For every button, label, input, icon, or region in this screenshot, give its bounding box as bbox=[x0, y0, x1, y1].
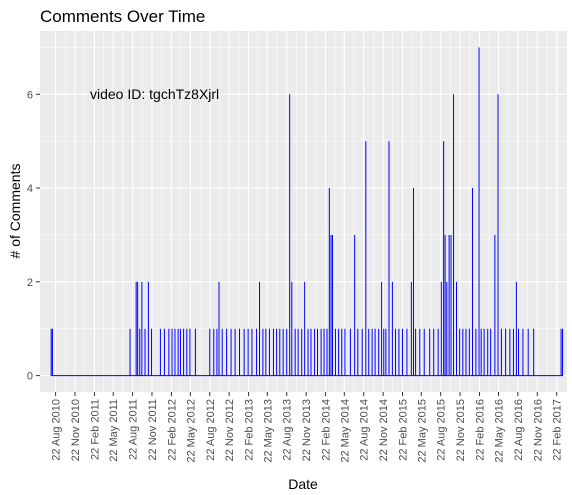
x-tick-label: 22 Nov 2016 bbox=[532, 399, 544, 461]
x-tick-label: 22 Nov 2013 bbox=[301, 399, 313, 461]
x-tick-label: 22 Feb 2013 bbox=[244, 399, 256, 461]
x-tick-label: 22 May 2013 bbox=[262, 399, 274, 463]
x-tick-label: 22 Feb 2014 bbox=[321, 399, 333, 461]
x-tick-label: 22 May 2014 bbox=[339, 399, 351, 463]
x-tick-label: 22 Aug 2013 bbox=[282, 399, 294, 461]
series-line bbox=[50, 47, 564, 377]
x-tick-label: 22 Feb 2015 bbox=[398, 399, 410, 461]
x-tick-label: 22 May 2012 bbox=[185, 399, 197, 463]
x-tick-label: 22 May 2016 bbox=[493, 399, 505, 463]
x-tick-label: 22 Aug 2011 bbox=[128, 399, 140, 460]
y-tick-label: 4 bbox=[27, 183, 33, 195]
x-tick-label: 22 Nov 2012 bbox=[224, 399, 236, 461]
x-tick-label: 22 Aug 2014 bbox=[359, 399, 371, 461]
y-tick-label: 6 bbox=[27, 89, 33, 101]
x-tick-label: 22 Feb 2012 bbox=[166, 399, 178, 461]
y-axis: 0 2 4 6 bbox=[27, 89, 40, 383]
y-tick-label: 0 bbox=[27, 371, 33, 383]
y-tick-label: 2 bbox=[27, 277, 33, 289]
x-tick-label: 22 Nov 2010 bbox=[70, 399, 82, 461]
x-tick-label: 22 May 2011 bbox=[108, 399, 120, 462]
x-tick-label: 22 Nov 2014 bbox=[378, 399, 390, 461]
x-tick-label: 22 Feb 2011 bbox=[89, 399, 101, 460]
x-tick-label: 22 Feb 2017 bbox=[552, 399, 564, 461]
x-axis-title: Date bbox=[288, 476, 318, 492]
x-tick-label: 22 Nov 2015 bbox=[455, 399, 467, 461]
x-tick-label: 22 Aug 2012 bbox=[205, 399, 217, 461]
x-tick-label: 22 May 2015 bbox=[416, 399, 428, 463]
chart-title: Comments Over Time bbox=[40, 7, 205, 26]
x-tick-label: 22 Nov 2011 bbox=[147, 399, 159, 461]
x-tick-label: 22 Aug 2010 bbox=[51, 399, 63, 461]
x-tick-label: 22 Feb 2016 bbox=[474, 399, 486, 461]
x-tick-label: 22 Aug 2016 bbox=[513, 399, 525, 461]
y-axis-title: # of Comments bbox=[7, 164, 23, 259]
video-id-annotation: video ID: tgchTz8Xjrl bbox=[90, 86, 219, 102]
x-axis: 22 Aug 2010 22 Nov 2010 22 Feb 2011 22 May … bbox=[51, 392, 564, 463]
x-tick-label: 22 Aug 2015 bbox=[436, 399, 448, 461]
